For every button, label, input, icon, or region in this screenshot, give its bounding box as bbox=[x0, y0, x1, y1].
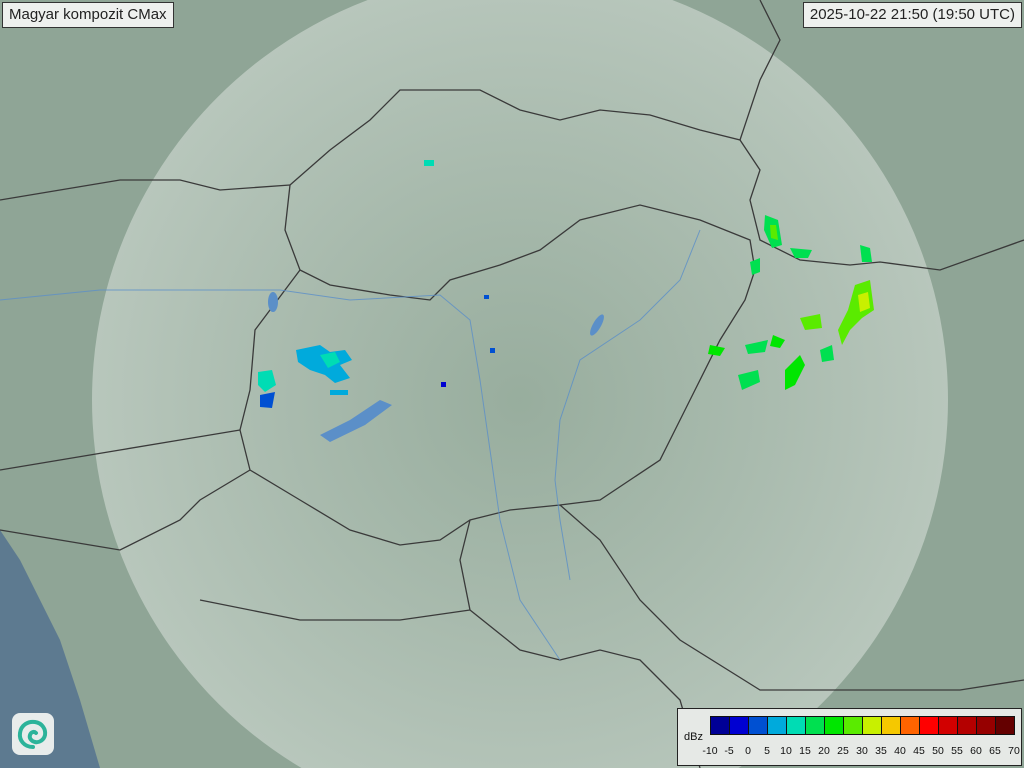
legend-tick-label: 0 bbox=[745, 745, 751, 757]
legend-tick-label: 65 bbox=[989, 745, 1001, 757]
legend-tick-label: 50 bbox=[932, 745, 944, 757]
legend-tick-label: 15 bbox=[799, 745, 811, 757]
adriatic-sea bbox=[0, 530, 100, 768]
timestamp: 2025-10-22 21:50 (19:50 UTC) bbox=[802, 2, 1022, 28]
legend-swatch bbox=[730, 717, 749, 734]
legend-swatch bbox=[787, 717, 806, 734]
legend-swatch bbox=[958, 717, 977, 734]
legend-ticks: -10 -5 0 5 10 15 20 25 30 35 40 45 50 55 60 65 70 bbox=[702, 745, 1019, 759]
legend-tick-label: 55 bbox=[951, 745, 963, 757]
swirl-logo-icon bbox=[12, 713, 54, 755]
lake-balaton bbox=[320, 400, 392, 442]
legend-swatch bbox=[863, 717, 882, 734]
legend-tick-label: 25 bbox=[837, 745, 849, 757]
radar-coverage-area bbox=[92, 0, 948, 768]
legend-swatch bbox=[977, 717, 996, 734]
legend-tick-label: 20 bbox=[818, 745, 830, 757]
legend-swatch bbox=[844, 717, 863, 734]
legend-swatch bbox=[768, 717, 787, 734]
precipitation-echoes bbox=[258, 160, 874, 408]
lake-tisza bbox=[590, 314, 604, 336]
legend-swatch bbox=[882, 717, 901, 734]
legend-tick-label: 40 bbox=[894, 745, 906, 757]
legend-swatch bbox=[939, 717, 958, 734]
lakes bbox=[268, 292, 604, 442]
rivers bbox=[0, 229, 701, 661]
legend-swatch bbox=[996, 717, 1014, 734]
legend-tick-label: 10 bbox=[780, 745, 792, 757]
legend-tick-label: -5 bbox=[724, 745, 734, 757]
legend-tick-label: 30 bbox=[856, 745, 868, 757]
legend-tick-label: 35 bbox=[875, 745, 887, 757]
map-title: Magyar kompozit CMax bbox=[2, 2, 174, 28]
legend-unit: dBz bbox=[684, 731, 703, 743]
legend-tick-label: 5 bbox=[764, 745, 770, 757]
legend-tick-label: 70 bbox=[1008, 745, 1020, 757]
legend-swatch bbox=[749, 717, 768, 734]
lake-neusiedl bbox=[268, 292, 278, 312]
dbz-color-legend: dBz -10 -5 0 5 10 15 20 25 30 35 40 45 50 55 60 65 70 bbox=[677, 708, 1022, 766]
legend-tick-label: -10 bbox=[702, 745, 718, 757]
legend-tick-label: 60 bbox=[970, 745, 982, 757]
legend-swatch bbox=[711, 717, 730, 734]
legend-swatch bbox=[806, 717, 825, 734]
legend-swatch bbox=[825, 717, 844, 734]
legend-color-bar bbox=[710, 716, 1015, 735]
legend-swatch bbox=[920, 717, 939, 734]
legend-swatch bbox=[901, 717, 920, 734]
legend-tick-label: 45 bbox=[913, 745, 925, 757]
